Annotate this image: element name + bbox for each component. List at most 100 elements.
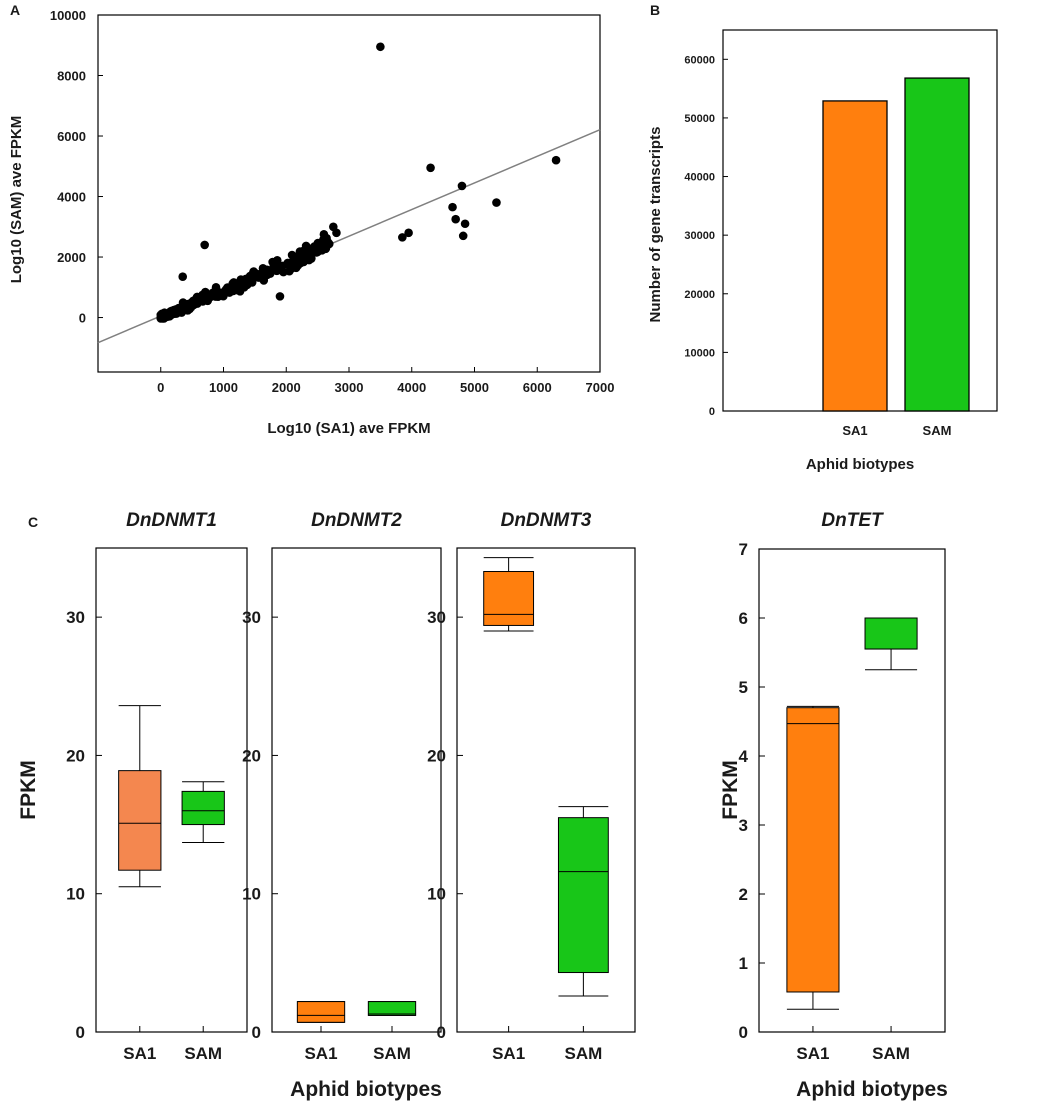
x-tick-label: SA1 [796, 1044, 829, 1063]
data-point [451, 214, 460, 224]
data-point [376, 42, 385, 52]
y-tick-label: 10 [242, 885, 261, 904]
bar-y-axis-label: Number of gene transcripts [647, 127, 664, 323]
bar-x-axis-label: Aphid biotypes [806, 456, 914, 473]
data-point [404, 228, 413, 238]
bars [822, 77, 970, 412]
y-tick-label: 30 [427, 608, 446, 627]
data-point [492, 198, 501, 207]
y-tick-label: 7 [739, 540, 748, 559]
y-tick-label: 20 [427, 746, 446, 765]
y-tick-label: 1 [739, 954, 748, 973]
box-plot-frame [456, 547, 636, 1033]
data-point [398, 233, 407, 242]
data-point [460, 219, 470, 229]
x-tick-label: SAM [564, 1044, 602, 1063]
y-tick-label: 30 [242, 608, 261, 627]
data-point [198, 290, 207, 300]
box-sam [864, 617, 918, 650]
data-point [332, 228, 341, 238]
bar-y-ticks: 0 10000 20000 30000 40000 50000 60000 [684, 54, 728, 418]
x-tick-label: 7000 [586, 380, 615, 395]
box-sa1 [786, 707, 840, 993]
x-tick-label: SA1 [492, 1044, 525, 1063]
data-point [551, 155, 561, 165]
x-tick-label: 6000 [523, 380, 552, 395]
x-tick-label: 5000 [460, 380, 489, 395]
data-point [307, 254, 316, 263]
scatter-y-ticks: 0 2000 4000 6000 8000 10000 [50, 8, 103, 326]
panel-label-c: C [28, 514, 38, 530]
data-point [191, 298, 200, 308]
x-tick-label: SA1 [842, 423, 867, 438]
data-point [223, 283, 232, 292]
data-point [211, 291, 221, 301]
scatter-x-ticks: 0 1000 2000 3000 4000 5000 6000 7000 [157, 367, 614, 395]
box-plot-title: DnDNMT3 [501, 510, 592, 531]
y-tick-label: 0 [252, 1023, 261, 1042]
x-tick-label: SA1 [304, 1044, 337, 1063]
data-point [183, 306, 193, 315]
y-tick-label: 50000 [684, 113, 715, 125]
x-tick-label: 4000 [397, 380, 426, 395]
data-point [219, 291, 228, 301]
y-tick-label: 10 [66, 885, 85, 904]
box-plot-dndnmt2: DnDNMT2 0 10 20 30 SA1 SAM [242, 510, 442, 1063]
x-tick-label: 2000 [272, 380, 301, 395]
scatter-panel: 0 1000 2000 3000 4000 5000 6000 7000 0 2000 4000 6… [8, 8, 614, 437]
data-point [275, 292, 285, 301]
y-tick-label: 0 [739, 1023, 748, 1042]
y-tick-label: 6000 [57, 129, 86, 144]
bar-x-ticks: SA1 SAM [842, 423, 951, 438]
x-tick-label: SAM [184, 1044, 222, 1063]
y-tick-label: 0 [437, 1023, 446, 1042]
box-x-axis-label-middle: Aphid biotypes [290, 1078, 442, 1101]
data-point [273, 262, 283, 271]
box-sa1 [483, 571, 535, 626]
data-point [241, 274, 251, 284]
y-tick-label: 8000 [57, 69, 86, 84]
box-plot-dntet: DnTET 0 1 2 3 4 5 6 7 SA1 SAM [739, 510, 946, 1063]
data-point [170, 306, 180, 316]
box-sa1 [118, 770, 162, 871]
y-tick-label: 30000 [684, 230, 715, 242]
box-sam [557, 817, 609, 974]
x-tick-label: SAM [373, 1044, 411, 1063]
data-point [200, 240, 209, 250]
scatter-y-axis-label: Log10 (SAM) ave FPKM [8, 116, 25, 284]
data-point [448, 202, 457, 212]
y-tick-label: 20 [242, 746, 261, 765]
y-tick-label: 4 [739, 747, 749, 766]
y-tick-label: 0 [709, 406, 715, 418]
data-point [319, 230, 329, 239]
x-tick-label: SA1 [123, 1044, 156, 1063]
y-tick-label: 2000 [57, 250, 86, 265]
y-tick-label: 20000 [684, 289, 715, 301]
box-plot-frame [271, 547, 442, 1033]
box-sam [367, 1001, 417, 1016]
panel-label-a: A [10, 2, 20, 18]
data-point [259, 268, 268, 278]
y-tick-label: 40000 [684, 172, 715, 184]
y-tick-label: 10000 [684, 347, 715, 359]
box-y-axis-label-right: FPKM [719, 760, 742, 820]
y-tick-label: 0 [76, 1023, 85, 1042]
data-point [426, 163, 435, 173]
x-tick-label: SAM [923, 423, 952, 438]
y-tick-label: 60000 [684, 54, 715, 66]
data-point [458, 231, 468, 241]
data-point [321, 243, 331, 253]
x-tick-label: 0 [157, 380, 164, 395]
y-tick-label: 0 [79, 311, 86, 326]
data-point [279, 267, 288, 277]
y-tick-label: 4000 [57, 190, 86, 205]
scatter-x-axis-label: Log10 (SA1) ave FPKM [267, 420, 430, 437]
box-plot-title: DnDNMT2 [311, 510, 402, 531]
box-plot-dndnmt3: DnDNMT3 0 10 20 30 SA1 SAM [427, 510, 636, 1063]
y-tick-label: 2 [739, 885, 748, 904]
y-tick-label: 30 [66, 608, 85, 627]
y-tick-label: 10 [427, 885, 446, 904]
box-plot-frame [758, 548, 946, 1033]
box-plot-frame [95, 547, 248, 1033]
